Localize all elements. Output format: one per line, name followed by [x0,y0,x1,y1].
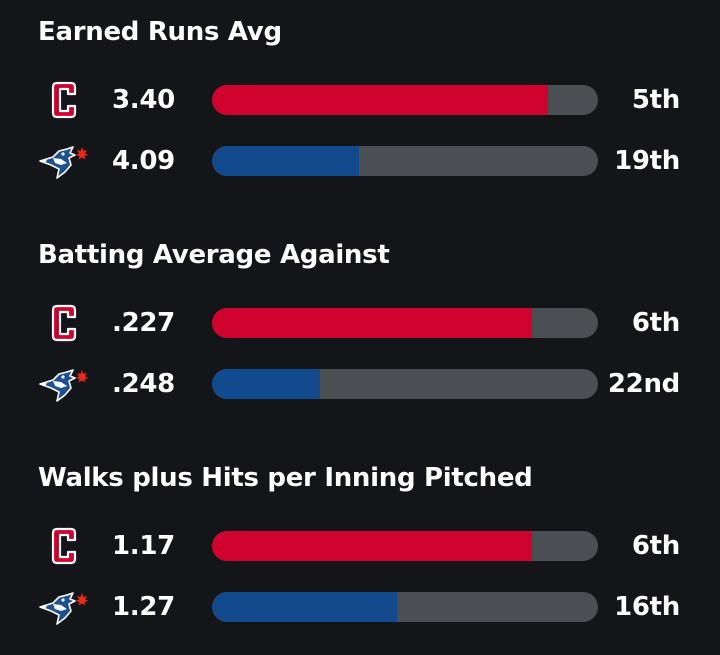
league-rank: 22nd [607,369,680,399]
league-rank: 5th [631,85,680,115]
stat-bar-fill [212,85,548,115]
guardians-c-logo-icon [36,303,92,343]
stat-title: Earned Runs Avg [38,17,282,47]
league-rank: 6th [631,308,680,338]
guardians-c-logo-icon [36,80,92,120]
stat-row-guardians: .227 6th [0,303,720,343]
stat-bar-track [212,85,598,115]
stat-bar-fill [212,592,398,622]
stat-row-bluejays: 1.27 16th [0,587,720,627]
stat-row-guardians: 1.17 6th [0,526,720,566]
stat-bar-track [212,592,598,622]
guardians-c-logo-icon [36,526,92,566]
stat-value: 1.17 [112,531,175,561]
blue-jays-logo-icon [36,587,92,627]
stat-value: 3.40 [112,85,175,115]
stat-bar-track [212,369,598,399]
stat-value: .248 [112,369,175,399]
stat-value: 4.09 [112,146,175,176]
stat-row-bluejays: 4.09 19th [0,141,720,181]
league-rank: 6th [631,531,680,561]
stat-bar-fill [212,146,359,176]
stat-row-bluejays: .248 22nd [0,364,720,404]
stat-value: 1.27 [112,592,175,622]
stat-bar-fill [212,308,533,338]
stat-title: Walks plus Hits per Inning Pitched [38,463,533,493]
stat-value: .227 [112,308,175,338]
stat-bar-track [212,531,598,561]
blue-jays-logo-icon [36,364,92,404]
stat-bar-track [212,146,598,176]
stat-row-guardians: 3.40 5th [0,80,720,120]
stat-bar-fill [212,531,533,561]
stat-title: Batting Average Against [38,240,390,270]
league-rank: 19th [614,146,680,176]
stat-bar-fill [212,369,321,399]
stat-bar-track [212,308,598,338]
league-rank: 16th [614,592,680,622]
blue-jays-logo-icon [36,141,92,181]
